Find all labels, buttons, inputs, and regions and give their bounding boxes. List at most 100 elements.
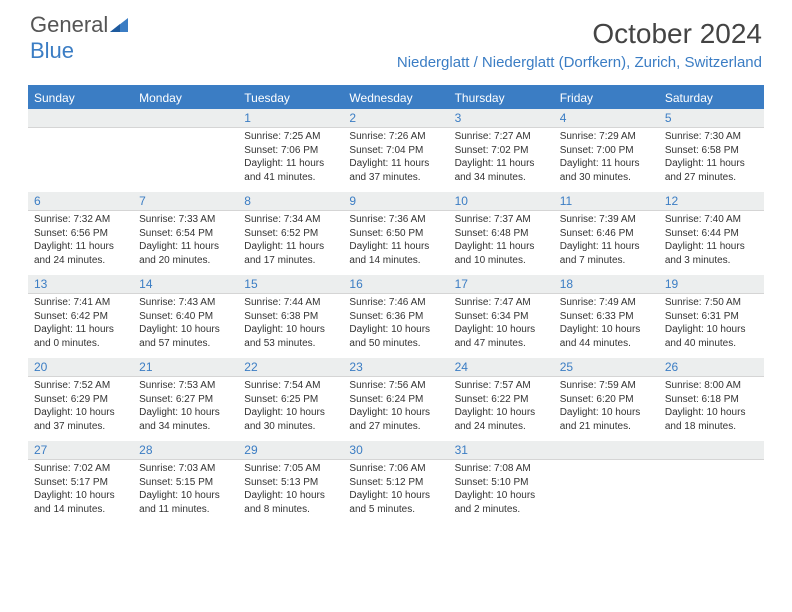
date-cell: 1 (238, 109, 343, 128)
daylight-text: Daylight: 11 hours and 10 minutes. (455, 240, 548, 267)
day-info-cell: Sunrise: 7:02 AMSunset: 5:17 PMDaylight:… (28, 460, 133, 524)
sunset-text: Sunset: 6:46 PM (560, 227, 653, 241)
date-cell (28, 109, 133, 128)
sunset-text: Sunset: 5:13 PM (244, 476, 337, 490)
sunrise-text: Sunrise: 7:59 AM (560, 379, 653, 393)
date-cell: 4 (554, 109, 659, 128)
daylight-text: Daylight: 10 hours and 30 minutes. (244, 406, 337, 433)
daylight-text: Daylight: 10 hours and 2 minutes. (455, 489, 548, 516)
sunset-text: Sunset: 6:56 PM (34, 227, 127, 241)
date-cell: 28 (133, 441, 238, 460)
location-subtitle: Niederglatt / Niederglatt (Dorfkern), Zu… (397, 54, 762, 71)
logo-text: GeneralBlue (30, 12, 128, 64)
sunset-text: Sunset: 6:36 PM (349, 310, 442, 324)
sunset-text: Sunset: 5:12 PM (349, 476, 442, 490)
day-info-cell (133, 128, 238, 192)
date-cell: 6 (28, 192, 133, 211)
sunset-text: Sunset: 6:27 PM (139, 393, 232, 407)
daylight-text: Daylight: 11 hours and 17 minutes. (244, 240, 337, 267)
logo-part2: Blue (30, 38, 74, 63)
daylight-text: Daylight: 10 hours and 11 minutes. (139, 489, 232, 516)
day-info-cell: Sunrise: 7:08 AMSunset: 5:10 PMDaylight:… (449, 460, 554, 524)
sunset-text: Sunset: 6:40 PM (139, 310, 232, 324)
day-info-cell: Sunrise: 7:40 AMSunset: 6:44 PMDaylight:… (659, 211, 764, 275)
date-cell: 21 (133, 358, 238, 377)
header: GeneralBlue October 2024 Niederglatt / N… (0, 0, 792, 77)
date-cell: 3 (449, 109, 554, 128)
sunrise-text: Sunrise: 7:43 AM (139, 296, 232, 310)
sunrise-text: Sunrise: 7:34 AM (244, 213, 337, 227)
date-cell: 12 (659, 192, 764, 211)
date-cell: 30 (343, 441, 448, 460)
sunset-text: Sunset: 6:38 PM (244, 310, 337, 324)
daylight-text: Daylight: 11 hours and 34 minutes. (455, 157, 548, 184)
sunrise-text: Sunrise: 7:25 AM (244, 130, 337, 144)
date-row: 12345 (28, 109, 764, 128)
sunrise-text: Sunrise: 7:05 AM (244, 462, 337, 476)
day-info-cell: Sunrise: 7:56 AMSunset: 6:24 PMDaylight:… (343, 377, 448, 441)
day-header: Wednesday (343, 87, 448, 109)
sunrise-text: Sunrise: 7:32 AM (34, 213, 127, 227)
day-header: Saturday (659, 87, 764, 109)
sunset-text: Sunset: 6:52 PM (244, 227, 337, 241)
daylight-text: Daylight: 10 hours and 34 minutes. (139, 406, 232, 433)
date-cell: 18 (554, 275, 659, 294)
day-info-cell: Sunrise: 7:46 AMSunset: 6:36 PMDaylight:… (343, 294, 448, 358)
day-info-cell: Sunrise: 7:59 AMSunset: 6:20 PMDaylight:… (554, 377, 659, 441)
logo-triangle-icon (110, 12, 128, 37)
daylight-text: Daylight: 10 hours and 47 minutes. (455, 323, 548, 350)
date-cell (554, 441, 659, 460)
day-info-cell: Sunrise: 7:05 AMSunset: 5:13 PMDaylight:… (238, 460, 343, 524)
day-info-cell: Sunrise: 7:39 AMSunset: 6:46 PMDaylight:… (554, 211, 659, 275)
date-cell: 13 (28, 275, 133, 294)
day-info-cell: Sunrise: 7:30 AMSunset: 6:58 PMDaylight:… (659, 128, 764, 192)
sunset-text: Sunset: 7:02 PM (455, 144, 548, 158)
sunrise-text: Sunrise: 7:26 AM (349, 130, 442, 144)
info-row: Sunrise: 7:02 AMSunset: 5:17 PMDaylight:… (28, 460, 764, 524)
day-info-cell: Sunrise: 7:54 AMSunset: 6:25 PMDaylight:… (238, 377, 343, 441)
daylight-text: Daylight: 10 hours and 40 minutes. (665, 323, 758, 350)
day-header: Friday (554, 87, 659, 109)
sunrise-text: Sunrise: 8:00 AM (665, 379, 758, 393)
date-cell: 7 (133, 192, 238, 211)
daylight-text: Daylight: 11 hours and 37 minutes. (349, 157, 442, 184)
sunset-text: Sunset: 6:58 PM (665, 144, 758, 158)
daylight-text: Daylight: 10 hours and 24 minutes. (455, 406, 548, 433)
sunset-text: Sunset: 6:31 PM (665, 310, 758, 324)
day-info-cell: Sunrise: 7:29 AMSunset: 7:00 PMDaylight:… (554, 128, 659, 192)
day-info-cell: Sunrise: 7:52 AMSunset: 6:29 PMDaylight:… (28, 377, 133, 441)
date-cell: 5 (659, 109, 764, 128)
date-cell: 10 (449, 192, 554, 211)
sunrise-text: Sunrise: 7:52 AM (34, 379, 127, 393)
daylight-text: Daylight: 11 hours and 20 minutes. (139, 240, 232, 267)
date-cell: 16 (343, 275, 448, 294)
sunset-text: Sunset: 7:00 PM (560, 144, 653, 158)
day-header: Sunday (28, 87, 133, 109)
info-row: Sunrise: 7:32 AMSunset: 6:56 PM Daylight:… (28, 211, 764, 275)
sunset-text: Sunset: 6:33 PM (560, 310, 653, 324)
daylight-text: Daylight: 10 hours and 44 minutes. (560, 323, 653, 350)
day-info-cell: Sunrise: 7:41 AMSunset: 6:42 PMDaylight:… (28, 294, 133, 358)
date-cell: 14 (133, 275, 238, 294)
date-cell: 17 (449, 275, 554, 294)
date-row: 13141516171819 (28, 275, 764, 294)
daylight-text: Daylight: 10 hours and 14 minutes. (34, 489, 127, 516)
date-cell: 24 (449, 358, 554, 377)
sunrise-text: Sunrise: 7:54 AM (244, 379, 337, 393)
sunrise-text: Sunrise: 7:40 AM (665, 213, 758, 227)
info-row: Sunrise: 7:52 AMSunset: 6:29 PMDaylight:… (28, 377, 764, 441)
sunset-text: Sunset: 7:06 PM (244, 144, 337, 158)
day-info-cell: Sunrise: 7:49 AMSunset: 6:33 PMDaylight:… (554, 294, 659, 358)
day-info-cell: Sunrise: 7:33 AMSunset: 6:54 PMDaylight:… (133, 211, 238, 275)
sunset-text: Sunset: 5:15 PM (139, 476, 232, 490)
day-info-cell: Sunrise: 7:26 AMSunset: 7:04 PMDaylight:… (343, 128, 448, 192)
calendar: Sunday Monday Tuesday Wednesday Thursday… (28, 85, 764, 524)
date-cell: 22 (238, 358, 343, 377)
day-info-cell: Sunrise: 7:57 AMSunset: 6:22 PMDaylight:… (449, 377, 554, 441)
sunrise-text: Sunrise: 7:41 AM (34, 296, 127, 310)
sunrise-text: Sunrise: 7:02 AM (34, 462, 127, 476)
sunrise-text: Sunrise: 7:46 AM (349, 296, 442, 310)
day-info-cell: Sunrise: 7:06 AMSunset: 5:12 PMDaylight:… (343, 460, 448, 524)
sunset-text: Sunset: 6:50 PM (349, 227, 442, 241)
info-row: Sunrise: 7:41 AMSunset: 6:42 PMDaylight:… (28, 294, 764, 358)
